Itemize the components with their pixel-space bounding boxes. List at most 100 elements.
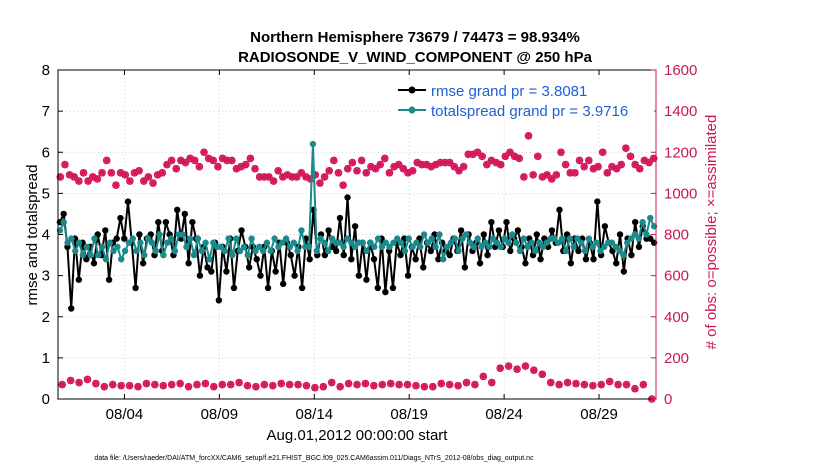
obs-assimilated-high-stroke — [135, 167, 143, 175]
totalspread-point — [179, 231, 186, 238]
obs-possible-low-stroke — [160, 382, 167, 389]
obs-assimilated-high-stroke — [177, 157, 185, 164]
obs-assimilated-high-ring — [645, 158, 653, 167]
totalspread-point — [325, 247, 332, 255]
totalspread-point — [647, 214, 654, 222]
obs-possible-low-point — [117, 381, 125, 390]
obs-assimilated-high-stroke — [251, 165, 259, 172]
totalspread-point — [225, 235, 232, 242]
totalspread-point — [371, 243, 378, 251]
totalspread-point — [528, 239, 535, 246]
rmse-point — [105, 276, 113, 283]
totalspread-point — [110, 247, 117, 255]
obs-possible-low-stroke — [421, 383, 428, 390]
obs-assimilated-high-point — [622, 144, 630, 152]
totalspread-point — [520, 235, 527, 242]
obs-possible-low-stroke — [202, 380, 209, 387]
obs-possible-low-ring — [429, 382, 437, 391]
obs-assimilated-high-ring — [316, 179, 324, 187]
obs-assimilated-high-ring — [473, 148, 482, 157]
obs-possible-low-point — [218, 380, 227, 389]
obs-assimilated-high-stroke — [94, 175, 101, 183]
totalspread-point — [217, 243, 225, 251]
totalspread-point — [233, 235, 240, 242]
totalspread-point — [558, 235, 566, 242]
rmse-point — [287, 251, 294, 259]
obs-assimilated-high-ring — [93, 175, 102, 183]
rmse-point — [503, 218, 510, 226]
obs-assimilated-high-point — [603, 169, 612, 177]
obs-assimilated-high-ring — [348, 158, 357, 167]
obs-possible-low-ring — [563, 378, 572, 387]
obs-possible-low-point — [622, 380, 631, 389]
obs-assimilated-high-stroke — [330, 157, 338, 164]
rmse-point — [363, 276, 370, 283]
obs-possible-low-stroke — [143, 380, 150, 387]
totalspread-point — [624, 239, 631, 246]
obs-possible-low-point — [370, 381, 378, 390]
obs-possible-low-point — [66, 376, 75, 385]
obs-assimilated-high-stroke — [571, 169, 579, 177]
obs-assimilated-high-point — [353, 166, 361, 175]
obs-possible-low-stroke — [387, 380, 394, 387]
totalspread-point — [394, 235, 401, 242]
totalspread-point — [413, 239, 420, 246]
obs-assimilated-high-point — [515, 154, 524, 163]
rmse-point — [204, 264, 211, 271]
totalspread-point — [447, 239, 455, 246]
obs-assimilated-high-stroke — [367, 163, 375, 170]
totalspread-point — [616, 247, 623, 255]
obs-possible-low-stroke — [126, 382, 133, 389]
obs-assimilated-high-stroke — [186, 155, 194, 162]
obs-assimilated-high-ring — [241, 160, 250, 169]
obs-possible-low-point — [496, 364, 504, 372]
totalspread-point — [443, 243, 451, 251]
obs-possible-low-ring — [58, 380, 67, 389]
totalspread-point — [137, 239, 144, 246]
obs-possible-low-stroke — [151, 381, 159, 388]
obs-possible-low-point — [395, 380, 403, 389]
obs-possible-low-point — [252, 382, 260, 391]
rmse-point — [480, 231, 487, 238]
obs-assimilated-high-point — [339, 181, 347, 189]
obs-assimilated-high-ring — [478, 152, 486, 161]
obs-assimilated-high-stroke — [57, 173, 64, 181]
obs-assimilated-high-point — [158, 169, 167, 177]
obs-assimilated-high-stroke — [205, 155, 212, 162]
obs-assimilated-high-stroke — [576, 157, 583, 164]
rmse-point — [102, 227, 109, 234]
rmse-point — [389, 284, 397, 292]
totalspread-point — [574, 235, 581, 242]
obs-possible-low-stroke — [336, 383, 344, 390]
obs-assimilated-high-stroke — [511, 153, 518, 160]
obs-possible-low-point — [454, 381, 462, 390]
obs-possible-low-ring — [142, 379, 151, 388]
rmse-point — [253, 255, 260, 263]
obs-possible-low-point — [125, 381, 134, 390]
rmse-point — [113, 235, 120, 242]
obs-assimilated-high-stroke — [112, 181, 120, 189]
obs-assimilated-high-point — [181, 158, 190, 167]
rmse-point — [457, 227, 465, 234]
obs-assimilated-high-stroke — [339, 181, 347, 189]
obs-possible-low-ring — [572, 379, 580, 388]
obs-possible-low-stroke — [539, 371, 546, 378]
y-right-tick-label: 600 — [664, 268, 689, 285]
obs-possible-low-ring — [521, 362, 530, 370]
totalspread-point — [555, 239, 562, 246]
obs-possible-low-ring — [302, 381, 311, 390]
obs-assimilated-high-point — [529, 171, 537, 179]
obs-assimilated-high-stroke — [376, 161, 384, 168]
obs-assimilated-high-ring — [561, 160, 570, 169]
obs-assimilated-high-stroke — [520, 173, 528, 181]
totalspread-point — [405, 235, 412, 242]
obs-assimilated-high-ring — [325, 166, 333, 175]
rmse-point — [567, 260, 575, 267]
obs-assimilated-high-stroke — [335, 169, 342, 177]
totalspread-point — [290, 239, 297, 246]
obs-assimilated-high-point — [635, 164, 644, 173]
obs-assimilated-high-stroke — [631, 161, 639, 168]
x-tick-label: 08/14 — [296, 406, 334, 423]
totalspread-point — [516, 247, 524, 255]
obs-assimilated-high-ring — [580, 162, 588, 171]
